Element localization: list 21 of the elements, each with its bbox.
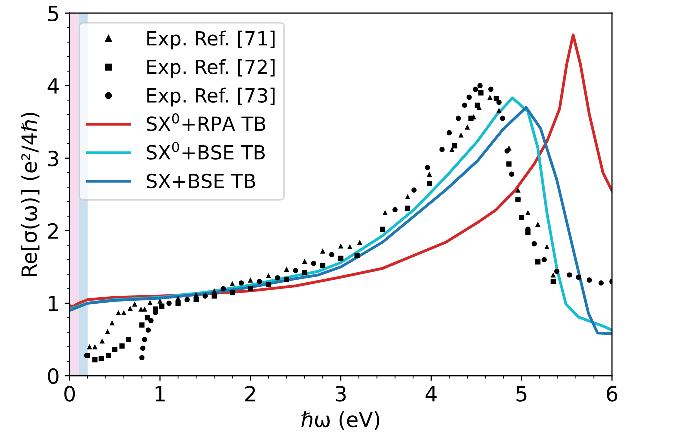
x-tick-label: 3 (336, 386, 346, 402)
x-tick-label: 2 (246, 386, 256, 402)
x-tick-label: 1 (156, 386, 165, 402)
y-tick-label: 4 (48, 78, 59, 94)
y-axis-title: Re[σ(ω)] (e²/4ℏ) (21, 112, 40, 276)
legend-label: Exp. Ref. [71] (148, 30, 275, 50)
legend-label: Exp. Ref. [73] (148, 88, 275, 107)
x-tick-label: 0 (64, 386, 76, 402)
x-axis-title: ℏω (eV) (302, 411, 380, 430)
legend-label: SX$^{0}$+BSE TB (146, 142, 265, 160)
legend-label: SX$^{0}$+RPA TB (146, 114, 266, 132)
y-tick-label: 5 (48, 6, 58, 22)
y-tick-label: 2 (48, 223, 58, 239)
x-tick-label: 4 (426, 386, 437, 402)
y-tick-label: 0 (48, 368, 59, 384)
legend-label: SX+BSE TB (146, 174, 256, 189)
x-tick-label: 6 (607, 386, 618, 402)
legend-label: Exp. Ref. [72] (148, 59, 275, 78)
y-tick-label: 1 (49, 296, 58, 312)
y-tick-label: 3 (48, 150, 58, 167)
x-tick-label: 5 (516, 386, 527, 402)
